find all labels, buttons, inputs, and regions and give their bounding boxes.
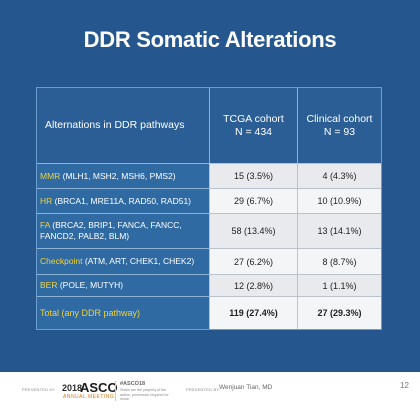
meeting-subtitle: ANNUAL MEETING	[63, 394, 115, 400]
table-row-fa: FA (BRCA2, BRIP1, FANCA, FANCC, FANCD2, …	[37, 213, 381, 248]
pathway-cell: FA (BRCA2, BRIP1, FANCA, FANCC, FANCD2, …	[37, 213, 209, 248]
pathway-key: HR	[40, 195, 53, 206]
table-row-checkpoint: Checkpoint (ATM, ART, CHEK1, CHEK2) 27 (…	[37, 248, 381, 274]
table-row-ber: BER (POLE, MUTYH) 12 (2.8%) 1 (1.1%)	[37, 274, 381, 296]
pathway-genes: (MLH1, MSH2, MSH6, PMS2)	[60, 170, 176, 181]
header-clinical: Clinical cohort N = 93	[297, 88, 381, 163]
hashtag: #ASCO18	[120, 381, 146, 387]
slide-footer	[0, 372, 420, 420]
pathway-cell: MMR (MLH1, MSH2, MSH6, PMS2)	[37, 163, 209, 188]
tcga-value: 58 (13.4%)	[209, 213, 297, 248]
table-header-row: Alternations in DDR pathways TCGA cohort…	[37, 88, 381, 163]
pathway-cell: BER (POLE, MUTYH)	[37, 274, 209, 296]
table-row-hr: HR (BRCA1, MRE11A, RAD50, RAD51) 29 (6.7…	[37, 188, 381, 213]
ddr-table: Alternations in DDR pathways TCGA cohort…	[36, 87, 382, 330]
clinical-value: 10 (10.9%)	[297, 188, 381, 213]
presenter-name: Wenjuan Tian, MD	[219, 384, 273, 391]
asco-logo: ASCO	[80, 380, 118, 395]
presented-at-label: PRESENTED AT:	[22, 387, 56, 392]
pathway-genes: (ATM, ART, CHEK1, CHEK2)	[82, 256, 195, 266]
presented-by-label: PRESENTED BY:	[186, 387, 221, 392]
pathway-genes: (BRCA2, BRIP1, FANCA, FANCC, FANCD2, PAL…	[40, 220, 182, 241]
tcga-total: 119 (27.4%)	[209, 296, 297, 329]
slide-background: DDR Somatic Alterations Alternations in …	[0, 0, 420, 372]
total-label: Total (any DDR pathway)	[37, 296, 209, 329]
header-tcga-n: N = 434	[234, 125, 273, 138]
clinical-value: 1 (1.1%)	[297, 274, 381, 296]
footer-divider	[115, 381, 116, 401]
tcga-value: 15 (3.5%)	[209, 163, 297, 188]
clinical-value: 13 (14.1%)	[297, 213, 381, 248]
copyright-note: Slides are the property of the author, p…	[120, 388, 169, 401]
pathway-key: BER	[40, 280, 58, 290]
pathway-key: FA	[40, 220, 50, 230]
pathway-key: MMR	[40, 170, 61, 181]
header-pathways: Alternations in DDR pathways	[45, 119, 185, 131]
table-row-total: Total (any DDR pathway) 119 (27.4%) 27 (…	[37, 296, 381, 329]
tcga-value: 29 (6.7%)	[209, 188, 297, 213]
pathway-genes: (POLE, MUTYH)	[57, 280, 124, 290]
header-tcga: TCGA cohort N = 434	[209, 88, 297, 163]
header-clinical-n: N = 93	[323, 125, 356, 138]
page-number: 12	[400, 381, 409, 390]
clinical-value: 8 (8.7%)	[297, 248, 381, 274]
clinical-total: 27 (29.3%)	[297, 296, 381, 329]
pathway-genes: (BRCA1, MRE11A, RAD50, RAD51)	[52, 195, 191, 206]
table-row-mmr: MMR (MLH1, MSH2, MSH6, PMS2) 15 (3.5%) 4…	[37, 163, 381, 188]
header-tcga-title: TCGA cohort	[223, 112, 284, 125]
tcga-value: 27 (6.2%)	[209, 248, 297, 274]
slide-title: DDR Somatic Alterations	[83, 27, 337, 52]
tcga-value: 12 (2.8%)	[209, 274, 297, 296]
pathway-key: Checkpoint	[40, 256, 83, 266]
meeting-year: 2018	[62, 383, 83, 393]
pathway-cell: Checkpoint (ATM, ART, CHEK1, CHEK2)	[37, 248, 209, 274]
pathway-cell: HR (BRCA1, MRE11A, RAD50, RAD51)	[37, 188, 209, 213]
header-clinical-title: Clinical cohort	[306, 112, 373, 125]
clinical-value: 4 (4.3%)	[297, 163, 381, 188]
